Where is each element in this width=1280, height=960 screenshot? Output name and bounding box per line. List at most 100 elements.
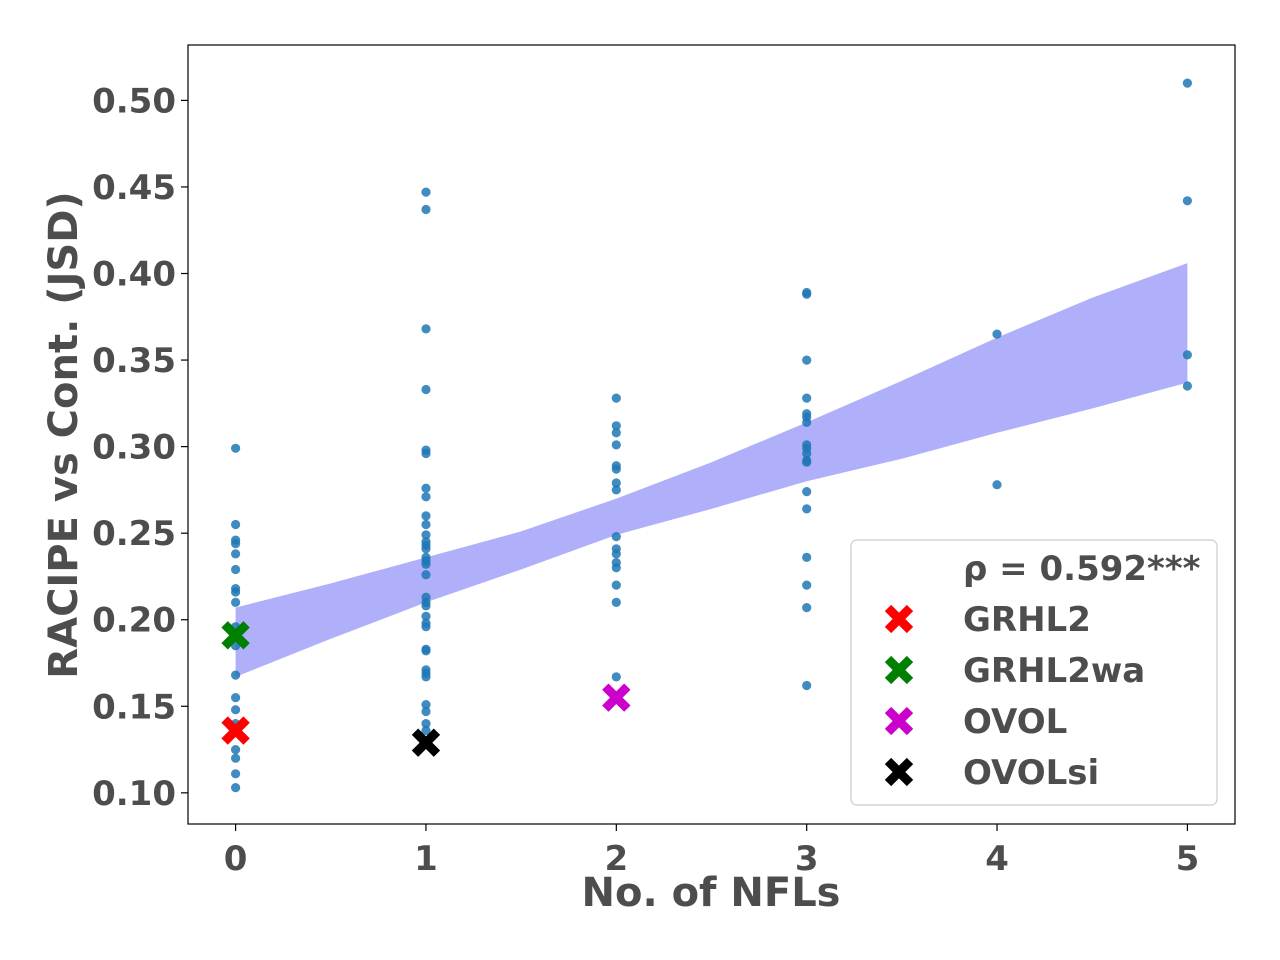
data-point	[421, 646, 431, 656]
data-point	[421, 519, 431, 530]
data-point	[231, 769, 241, 779]
x-tick-label: 1	[414, 839, 438, 879]
data-point	[421, 187, 431, 197]
marker-stroke	[884, 757, 914, 787]
data-point	[611, 393, 621, 403]
x-axis-title: No. of NFLs	[582, 870, 841, 916]
legend-marker-ovol	[884, 706, 914, 736]
data-point	[802, 552, 812, 563]
highlight-markers-layer	[221, 621, 631, 757]
legend-marker-grhl2wa	[884, 655, 914, 685]
data-points-layer	[231, 78, 1192, 793]
legend: ρ = 0.592*** GRHL2 GRHL2wa OVOL OVOLsi	[850, 539, 1218, 806]
x-tick-label: 4	[985, 839, 1009, 879]
data-point	[611, 428, 621, 438]
data-point	[231, 519, 241, 530]
x-tick-label: 5	[1176, 839, 1200, 879]
data-point	[231, 564, 241, 575]
data-point	[802, 504, 812, 514]
data-point	[611, 532, 621, 542]
y-tick-label: 0.20	[92, 601, 176, 641]
data-point	[802, 417, 812, 427]
data-point	[231, 597, 241, 608]
data-point	[231, 549, 241, 559]
data-point	[611, 485, 621, 495]
data-point	[992, 329, 1002, 339]
data-point	[802, 355, 812, 365]
legend-box	[850, 539, 1218, 806]
y-tick-label: 0.15	[92, 687, 176, 727]
data-point	[421, 483, 431, 493]
data-point	[802, 580, 812, 590]
highlight-marker-ovolsi	[411, 728, 441, 757]
data-point	[421, 384, 431, 395]
y-tick-label: 0.35	[92, 341, 176, 381]
y-axis-title: RACIPE vs Cont. (JSD)	[41, 191, 87, 678]
data-point	[802, 680, 812, 691]
y-tick-label: 0.40	[92, 255, 176, 295]
legend-label: GRHL2wa	[963, 651, 1145, 691]
data-point	[802, 603, 812, 613]
data-point	[231, 693, 241, 703]
data-point	[802, 448, 812, 459]
x-tick-label: 3	[795, 839, 819, 879]
x-axis-ticks: 0 1 2 3 4 5	[224, 824, 1199, 879]
confidence-band-layer	[235, 263, 1188, 677]
x-tick-label: 2	[604, 839, 628, 879]
highlight-marker-grhl2	[221, 716, 250, 745]
x-tick-label: 0	[224, 839, 248, 879]
marker-stroke	[221, 716, 250, 745]
data-point	[1182, 381, 1192, 391]
data-point	[421, 511, 431, 521]
data-point	[611, 549, 621, 559]
data-point	[802, 487, 812, 497]
marker-stroke	[411, 728, 441, 757]
legend-marker-ovolsi	[884, 757, 914, 787]
data-point	[992, 480, 1002, 490]
data-point	[231, 783, 241, 793]
y-axis-ticks: 0.10 0.15 0.20 0.25 0.30 0.35 0.40 0.45 0.50	[92, 81, 188, 814]
data-point	[611, 672, 621, 682]
data-point	[1182, 350, 1192, 360]
data-point	[421, 601, 431, 611]
legend-marker-grhl2	[884, 604, 914, 634]
legend-label: GRHL2	[963, 600, 1091, 640]
data-point	[611, 421, 621, 431]
y-tick-label: 0.45	[92, 168, 176, 208]
data-point	[421, 570, 431, 580]
data-point	[421, 530, 431, 540]
data-point	[611, 563, 621, 573]
data-point	[611, 464, 621, 474]
legend-label: OVOLsi	[963, 753, 1099, 793]
data-point	[1182, 196, 1192, 206]
data-point	[611, 440, 621, 450]
data-point	[231, 670, 241, 680]
data-point	[421, 204, 431, 215]
y-tick-label: 0.30	[92, 428, 176, 468]
data-point	[421, 672, 431, 682]
data-point	[421, 492, 431, 502]
data-point	[611, 597, 621, 608]
data-point	[231, 705, 241, 715]
data-point	[421, 324, 431, 334]
data-point	[421, 559, 431, 569]
data-point	[611, 580, 621, 590]
data-point	[421, 611, 431, 621]
data-point	[231, 745, 241, 755]
data-point	[231, 539, 241, 549]
data-point	[1182, 78, 1192, 88]
data-point	[802, 457, 812, 467]
data-point	[802, 289, 812, 299]
data-point	[421, 719, 431, 729]
data-point	[421, 700, 431, 710]
data-point	[611, 478, 621, 488]
data-point	[231, 753, 241, 763]
marker-stroke	[884, 604, 914, 634]
data-point	[421, 706, 431, 717]
legend-title: ρ = 0.592***	[963, 549, 1201, 589]
data-point	[421, 544, 431, 554]
highlight-marker-ovol	[602, 683, 631, 712]
y-tick-label: 0.50	[92, 81, 176, 121]
marker-stroke	[884, 655, 914, 685]
